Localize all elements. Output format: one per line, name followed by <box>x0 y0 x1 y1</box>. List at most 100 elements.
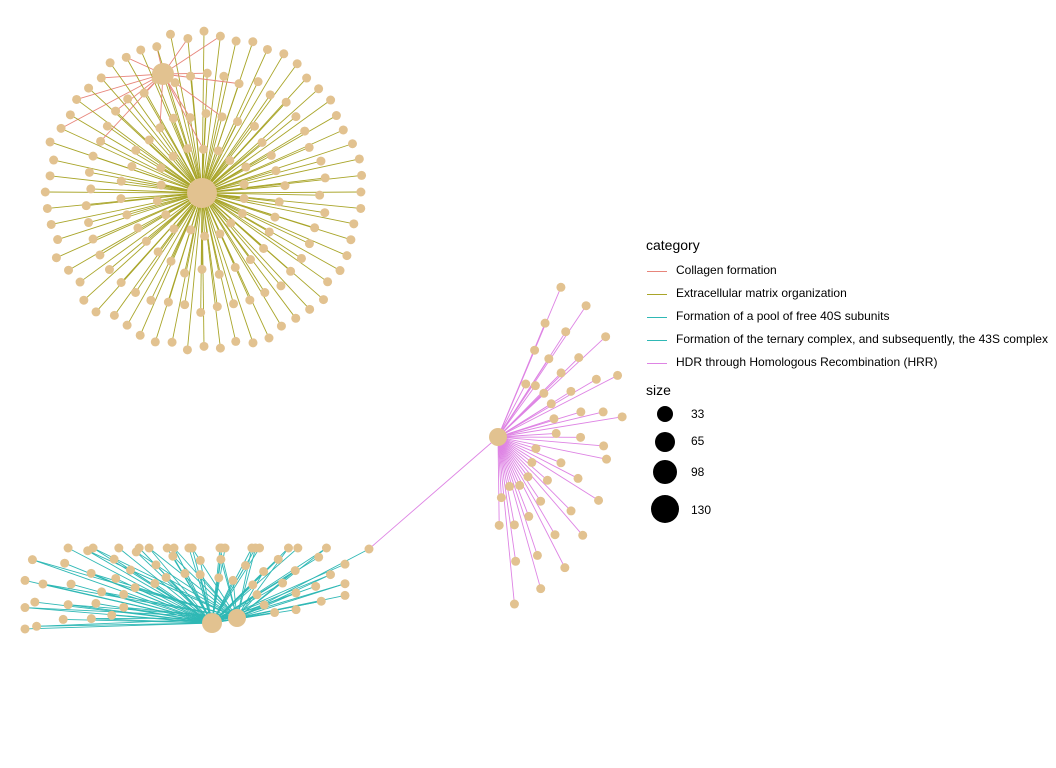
gene-node-ribosome-19 <box>293 543 303 553</box>
edge-hrr <box>497 436 556 535</box>
gene-node-ecm-0-36 <box>72 94 82 104</box>
edge-ecm <box>86 192 203 207</box>
edge-free40s <box>191 547 213 624</box>
gene-node-ecm-0-4 <box>342 251 352 261</box>
gene-node-ecm-2-15 <box>127 162 137 172</box>
gene-node-ecm-3-8 <box>156 180 166 190</box>
edge-ecm <box>201 192 328 283</box>
edge-hrr <box>497 436 584 536</box>
edge-hrr <box>497 287 562 438</box>
edge-hrr <box>497 411 581 438</box>
gene-node-ecm-0-19 <box>135 330 145 340</box>
gene-node-ecm-3-15 <box>241 162 251 172</box>
legend: category Collagen formation Extracellula… <box>645 237 1048 529</box>
gene-node-ribosome-52 <box>86 568 96 578</box>
legend-item-free40s: Formation of a pool of free 40S subunits <box>645 307 889 330</box>
edge-hrr <box>497 436 538 556</box>
gene-node-hrr-2 <box>540 318 550 328</box>
gene-node-ecm-0-37 <box>84 83 94 93</box>
hub-ternary-complex <box>228 609 246 627</box>
gene-node-ecm-1-13 <box>146 295 156 305</box>
legend-size-label-33: 33 <box>691 407 705 421</box>
gene-node-ecm-2-22 <box>217 112 227 122</box>
gene-node-hrr-39 <box>536 584 546 594</box>
gene-node-ribosome-41 <box>151 560 161 570</box>
edge-ecm <box>201 192 282 327</box>
edge-collagen <box>76 73 164 100</box>
edge-ternary <box>236 547 253 619</box>
gene-node-ecm-0-59 <box>357 170 367 180</box>
gene-node-ribosome-33 <box>184 543 194 553</box>
gene-node-ribosome-14 <box>321 543 331 553</box>
gene-node-ribosome-25 <box>214 573 224 583</box>
gene-node-ecm-3-10 <box>168 151 178 161</box>
gene-node-ribosome-24 <box>251 543 261 553</box>
gene-node-ecm-3-13 <box>213 146 223 156</box>
gene-node-ribosome-17 <box>273 554 283 564</box>
gene-node-ecm-2-29 <box>274 197 284 207</box>
gene-node-ecm-0-26 <box>51 253 61 263</box>
gene-node-hrr-31 <box>578 530 588 540</box>
gene-node-hrr-40 <box>505 481 515 491</box>
gene-node-hrr-34 <box>550 530 560 540</box>
gene-node-ribosome-65 <box>107 610 117 620</box>
edge-ecm <box>201 99 331 194</box>
gene-node-hrr-45 <box>494 520 504 530</box>
edge-ecm <box>201 192 282 287</box>
gene-node-hrr-12 <box>546 399 556 409</box>
gene-node-ecm-1-31 <box>186 71 196 81</box>
gene-node-ecm-0-7 <box>318 295 328 305</box>
gene-node-ecm-1-10 <box>196 307 206 317</box>
gene-node-hrr-4 <box>530 381 540 391</box>
gene-node-hrr-9 <box>556 368 566 378</box>
edge-ecm <box>184 192 203 305</box>
gene-node-ecm-1-2 <box>304 239 314 249</box>
gene-node-ecm-2-17 <box>144 135 154 145</box>
edge-ecm <box>201 192 218 307</box>
gene-node-hrr-15 <box>613 370 623 380</box>
gene-node-hrr-3 <box>556 282 566 292</box>
edge-hrr <box>497 436 607 460</box>
gene-node-ribosome-55 <box>119 589 129 599</box>
gene-node-ecm-2-7 <box>180 268 190 278</box>
edge-hrr <box>497 416 623 438</box>
edge-ternary <box>24 607 238 619</box>
gene-node-ribosome-34 <box>169 543 179 553</box>
gene-node-hrr-14 <box>591 374 601 384</box>
gene-node-ribosome-7 <box>311 581 321 591</box>
gene-node-ecm-0-29 <box>42 203 52 213</box>
edge-hrr <box>497 436 542 502</box>
edge-free40s <box>211 547 253 624</box>
gene-node-ecm-2-27 <box>271 166 281 176</box>
gene-node-ribosome-61 <box>91 598 101 608</box>
edge-hrr <box>497 432 557 438</box>
gene-node-ecm-0-51 <box>292 59 302 69</box>
legend-label-free40s: Formation of a pool of free 40S subunits <box>676 309 890 323</box>
gene-node-ecm-0-58 <box>354 154 364 164</box>
gene-node-ribosome-59 <box>20 575 30 585</box>
edge-ecm <box>201 192 254 343</box>
edge-ecm <box>143 92 203 194</box>
gene-node-ecm-1-27 <box>123 94 133 104</box>
gene-node-ecm-0-24 <box>75 277 85 287</box>
gene-node-ecm-1-37 <box>281 97 291 107</box>
gene-node-ecm-3-1 <box>226 218 236 228</box>
gene-node-ribosome-8 <box>325 570 335 580</box>
gene-node-hrr-6 <box>561 327 571 337</box>
gene-node-ecm-3-6 <box>161 210 171 220</box>
gene-node-ecm-1-18 <box>88 234 98 244</box>
node-layer <box>20 26 627 634</box>
edge-ecm <box>201 94 271 194</box>
legend-key-ecm <box>647 294 667 295</box>
gene-node-ecm-0-27 <box>53 235 63 245</box>
edge-collagen <box>100 73 164 142</box>
gene-node-hrr-16 <box>549 414 559 424</box>
edge-hrr <box>497 436 548 481</box>
gene-node-hrr-5 <box>544 354 554 364</box>
edge-ecm <box>60 127 203 194</box>
edge-ecm <box>51 192 203 225</box>
gene-node-hrr-42 <box>511 556 521 566</box>
edge-free40s <box>87 550 213 624</box>
gene-node-ecm-3-5 <box>169 224 179 234</box>
gene-node-ecm-1-33 <box>219 71 229 81</box>
